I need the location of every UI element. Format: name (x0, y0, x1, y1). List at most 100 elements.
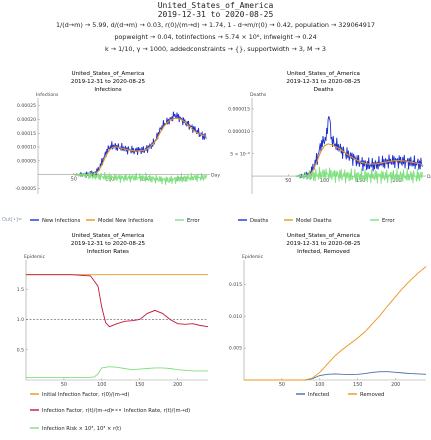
y-tick-label: 0.00005 (17, 158, 36, 164)
y-axis-label: Deaths (250, 92, 267, 98)
param-item: infweight → 0.24 (263, 33, 317, 41)
y-tick-label: 1.0 (17, 317, 24, 323)
series-line-model-deaths (295, 143, 423, 177)
param-item: addedconstraints → {} (170, 45, 244, 53)
y-axis-label: Epidemic (24, 254, 46, 260)
legend-label: New Infections (42, 218, 81, 224)
x-tick-label: 50 (285, 178, 291, 184)
series-line-infection-factor (26, 274, 209, 328)
param-separator: , (290, 21, 295, 29)
y-axis-label: Infections (36, 92, 59, 98)
x-tick-label: 150 (353, 382, 362, 388)
legend-label: Model New Infections (98, 218, 154, 224)
param-item: d/(d→m) → 0.03 (110, 21, 162, 29)
legend-label: Infection Factor, r(t)/(m→d) (42, 408, 112, 414)
param-separator: , (106, 21, 111, 29)
legend-label: Initial Infection Factor, r(0)/(m→d) (42, 392, 129, 398)
series-line-infection-risk (26, 366, 208, 379)
param-item: M → 3 (307, 45, 326, 53)
y-tick-label: 0.00015 (17, 131, 36, 137)
y-tick-label: 5 × 10⁻⁶ (230, 151, 250, 157)
series-line-model-new-infections (73, 117, 207, 176)
y-tick-label: 0.000010 (228, 129, 250, 135)
chart-subtitle: 2019-12-31 to 2020-08-25 (286, 79, 361, 85)
chart-subtitle: 2019-12-31 to 2020-08-25 (286, 241, 361, 247)
param-separator: , (223, 21, 228, 29)
chart-subtitle-2: Infection Rates (87, 249, 129, 255)
y-tick-label: 1.5 (17, 287, 24, 293)
chart-subtitle-2: Infected, Removed (297, 249, 350, 255)
x-tick-label: 50 (71, 177, 77, 183)
y-tick-label: 0.010 (229, 314, 242, 320)
param-item: r(0)/(m→d) → 1.74 (165, 21, 224, 29)
y-tick-label: 0.00020 (17, 117, 36, 123)
chart-subtitle: 2019-12-31 to 2020-08-25 (71, 79, 146, 85)
param-item: popweight → 0.04 (114, 33, 172, 41)
chart-title: United_States_of_America (72, 71, 145, 77)
x-tick-label: 100 (105, 177, 114, 183)
series-line-infected (244, 371, 427, 381)
infections-chart: United_States_of_America 2019-12-31 to 20… (15, 71, 220, 224)
chart-title: United_States_of_America (287, 233, 360, 239)
x-tick-label: 200 (177, 177, 186, 183)
header-title: United_States_of_America (157, 1, 274, 10)
chart-title: United_States_of_America (287, 71, 360, 77)
output-cell-label: Out[•]= (2, 217, 23, 223)
param-item: γ → 1000 (136, 45, 167, 53)
params-line-1: 1/(d→m) → 5.99, d/(d→m) → 0.03, r(0)/(m→… (0, 21, 431, 29)
y-tick-label: 0.00025 (17, 103, 36, 109)
x-tick-label: 100 (315, 382, 324, 388)
param-separator: , (171, 33, 176, 41)
params-line-3: k → 1/10, γ → 1000, addedconstraints → {… (0, 45, 431, 53)
legend-label: Infected (308, 392, 329, 398)
legend-label: Error (187, 218, 201, 224)
y-axis-label: Epidemic (242, 254, 264, 260)
param-item: 1 - d→m/r(0) → 0.42 (227, 21, 291, 29)
param-separator: , (132, 45, 137, 53)
y-tick-label: 0.00010 (17, 145, 36, 151)
legend-label: Removed (360, 392, 384, 398)
legend-label: Model Deaths (296, 218, 332, 224)
y-tick-label: 0.005 (229, 346, 242, 352)
x-tick-label: 50 (61, 382, 67, 388)
chart-title: United_States_of_America (72, 233, 145, 239)
series-line-error (295, 166, 423, 184)
x-tick-label: 200 (391, 382, 400, 388)
legend-label: Infection Rate, r(t)/(m→d) (124, 408, 190, 414)
y-tick-label: 0.000015 (228, 107, 250, 113)
legend-label: Infection Risk × 10³, 10³ × r(t) (42, 426, 121, 432)
x-tick-label: 100 (320, 178, 329, 184)
x-tick-label: 150 (135, 382, 144, 388)
x-tick-label: 50 (279, 382, 285, 388)
series-line-error (73, 171, 207, 185)
y-tick-label: 0.5 (17, 347, 24, 353)
infected-removed-chart: United_States_of_America 2019-12-31 to 20… (229, 233, 427, 398)
param-separator: , (302, 45, 307, 53)
y-tick-label: 0.015 (229, 282, 242, 288)
param-separator: , (166, 45, 171, 53)
y-tick-label: -0.00005 (15, 186, 36, 192)
x-tick-label: 100 (97, 382, 106, 388)
x-tick-label: 200 (392, 178, 401, 184)
chart-subtitle: 2019-12-31 to 2020-08-25 (71, 241, 146, 247)
param-separator: , (243, 45, 248, 53)
infection-rates-chart: United_States_of_America 2019-12-31 to 20… (17, 233, 209, 432)
deaths-chart: United_States_of_America 2019-12-31 to 20… (228, 71, 431, 224)
legend-label: Deaths (250, 218, 269, 224)
param-item: k → 1/10 (105, 45, 133, 53)
x-tick-label: 200 (173, 382, 182, 388)
chart-subtitle-2: Infections (94, 87, 121, 93)
x-axis-label: Day (427, 174, 431, 180)
params-line-2: popweight → 0.04, totinfections → 5.74 ×… (0, 33, 431, 41)
header-date-range: 2019-12-31 to 2020-08-25 (157, 10, 274, 19)
legend-label: Error (382, 218, 396, 224)
param-item: supportwidth → 3 (247, 45, 303, 53)
param-separator: , (161, 21, 166, 29)
chart-subtitle-2: Deaths (314, 87, 334, 93)
param-item: population → 329064917 (294, 21, 375, 29)
param-separator: , (259, 33, 264, 41)
series-line-removed (244, 266, 427, 381)
series-line-new-infections (73, 111, 207, 179)
x-axis-label: Day (211, 173, 220, 179)
param-item: 1/(d→m) → 5.99 (56, 21, 107, 29)
